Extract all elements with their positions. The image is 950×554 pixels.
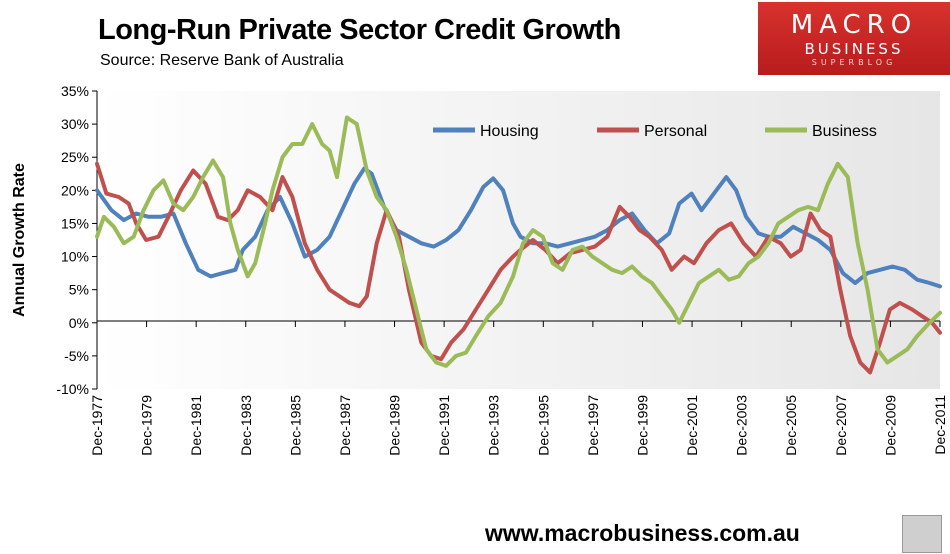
series-lines — [95, 115, 942, 375]
x-tick-label: Dec-1989 — [387, 395, 403, 456]
y-tick-label: -10% — [56, 381, 89, 397]
x-tick-label: Dec-1983 — [238, 395, 254, 456]
site-url[interactable]: www.macrobusiness.com.au — [485, 520, 800, 546]
x-axis-ticks: Dec-1977 Dec-1979 Dec-1981 Dec-1983 Dec-1985… — [89, 321, 948, 456]
x-tick-label: Dec-2007 — [833, 395, 849, 456]
legend: Housing Personal Business — [433, 123, 877, 140]
logo-text-business: BUSINESS — [804, 40, 904, 58]
chart-source: Source: Reserve Bank of Australia — [100, 52, 344, 69]
x-tick-label: Dec-2005 — [783, 395, 799, 456]
y-tick-label: 20% — [61, 182, 89, 198]
brand-logo[interactable]: MACRO BUSINESS SUPERBLOG — [758, 2, 950, 75]
logo-text-superblog: SUPERBLOG — [811, 58, 897, 67]
y-tick-label: 10% — [61, 249, 89, 265]
x-tick-label: Dec-1985 — [287, 395, 303, 456]
plot-area — [97, 91, 940, 389]
y-tick-label: 15% — [61, 215, 89, 231]
y-tick-label: 30% — [61, 116, 89, 132]
x-tick-label: Dec-1997 — [585, 395, 601, 456]
x-tick-label: Dec-1979 — [139, 395, 155, 456]
wolf-logo-icon — [902, 515, 942, 553]
page-title: Long-Run Private Sector Credit Growth — [98, 14, 621, 46]
y-tick-label: 5% — [69, 282, 89, 298]
series-line-business — [95, 115, 942, 368]
x-tick-label: Dec-1977 — [89, 395, 105, 456]
y-tick-label: 0% — [69, 315, 89, 331]
x-tick-label: Dec-2009 — [882, 395, 898, 456]
legend-label-business: Business — [812, 123, 877, 140]
legend-label-housing: Housing — [480, 123, 539, 140]
y-axis-label: Annual Growth Rate — [11, 163, 28, 317]
x-tick-label: Dec-2003 — [734, 395, 750, 456]
y-tick-label: -5% — [64, 348, 89, 364]
x-tick-label: Dec-2001 — [684, 395, 700, 456]
logo-text-macro: MACRO — [790, 10, 918, 40]
series-line-personal — [95, 161, 942, 375]
x-tick-label: Dec-1993 — [486, 395, 502, 456]
series-line-housing — [95, 166, 942, 289]
y-tick-label: 35% — [61, 83, 89, 99]
x-tick-label: Dec-1995 — [535, 395, 551, 456]
legend-label-personal: Personal — [644, 123, 707, 140]
x-tick-label: Dec-1981 — [188, 395, 204, 456]
x-tick-label: Dec-1999 — [634, 395, 650, 456]
y-tick-label: 25% — [61, 149, 89, 165]
x-tick-label: Dec-2011 — [932, 395, 948, 455]
x-tick-label: Dec-1991 — [436, 395, 452, 456]
x-tick-label: Dec-1987 — [337, 395, 353, 456]
y-axis-ticks: 35% 30% 25% 20% 15% 10% 5% 0% -5% -10% — [56, 83, 97, 397]
